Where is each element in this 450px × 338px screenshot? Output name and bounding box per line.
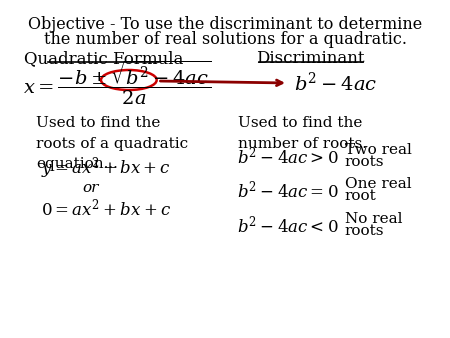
Text: No real: No real [345,212,402,226]
Text: Quadratic Formula: Quadratic Formula [24,50,183,67]
Text: $b^2 - 4ac > 0$: $b^2 - 4ac > 0$ [237,145,338,167]
Text: Used to find the
number of roots.: Used to find the number of roots. [238,116,368,151]
Text: One real: One real [345,177,411,191]
Text: roots: roots [345,224,384,238]
Text: $0 = ax^2 + bx + c$: $0 = ax^2 + bx + c$ [41,197,171,219]
Text: $x = \dfrac{-b \pm \sqrt{b^2 - 4ac}}{2a}$: $x = \dfrac{-b \pm \sqrt{b^2 - 4ac}}{2a}… [22,59,212,107]
Text: $y = ax^2 + bx + c$: $y = ax^2 + bx + c$ [41,155,171,181]
Text: or: or [82,181,99,195]
Text: Discriminant: Discriminant [256,50,364,67]
Text: Two real: Two real [345,143,411,157]
Text: Objective - To use the discriminant to determine: Objective - To use the discriminant to d… [28,16,422,33]
Text: Used to find the
roots of a quadratic
equation...: Used to find the roots of a quadratic eq… [36,116,189,171]
Text: $b^2 - 4ac < 0$: $b^2 - 4ac < 0$ [237,214,338,236]
Text: root: root [345,189,376,203]
Text: $b^2 - 4ac$: $b^2 - 4ac$ [294,71,377,95]
Text: $b^2 - 4ac = 0$: $b^2 - 4ac = 0$ [237,179,338,201]
Text: roots: roots [345,155,384,169]
Text: the number of real solutions for a quadratic.: the number of real solutions for a quadr… [44,31,406,48]
